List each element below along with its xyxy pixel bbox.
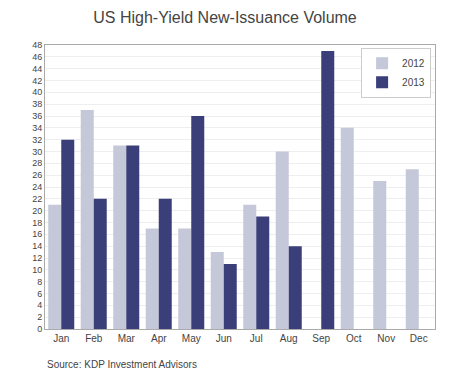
svg-text:Jul: Jul <box>250 333 263 344</box>
svg-text:Aug: Aug <box>280 333 298 344</box>
svg-text:20: 20 <box>32 206 42 216</box>
svg-text:Dec: Dec <box>410 333 428 344</box>
svg-text:Sep: Sep <box>312 333 330 344</box>
svg-text:46: 46 <box>32 52 42 62</box>
svg-text:Feb: Feb <box>85 333 103 344</box>
svg-text:32: 32 <box>32 135 42 145</box>
svg-text:2013: 2013 <box>402 77 425 88</box>
svg-text:Jan: Jan <box>53 333 69 344</box>
svg-text:Oct: Oct <box>346 333 362 344</box>
svg-text:May: May <box>182 333 201 344</box>
svg-text:Source: KDP Investment Advisor: Source: KDP Investment Advisors <box>47 359 197 370</box>
svg-text:16: 16 <box>32 229 42 239</box>
svg-text:Apr: Apr <box>151 333 167 344</box>
svg-text:18: 18 <box>32 218 42 228</box>
svg-text:38: 38 <box>32 99 42 109</box>
svg-text:US High-Yield New-Issuance Vol: US High-Yield New-Issuance Volume <box>93 9 357 26</box>
svg-text:24: 24 <box>32 182 42 192</box>
svg-text:4: 4 <box>37 300 42 310</box>
svg-text:36: 36 <box>32 111 42 121</box>
svg-text:6: 6 <box>37 289 42 299</box>
svg-text:Mar: Mar <box>118 333 136 344</box>
svg-text:22: 22 <box>32 194 42 204</box>
svg-text:12: 12 <box>32 253 42 263</box>
svg-text:44: 44 <box>32 64 42 74</box>
svg-text:8: 8 <box>37 277 42 287</box>
svg-text:2012: 2012 <box>402 58 425 69</box>
svg-text:34: 34 <box>32 123 42 133</box>
svg-text:40: 40 <box>32 87 42 97</box>
svg-text:0: 0 <box>37 324 42 334</box>
svg-text:Jun: Jun <box>216 333 232 344</box>
svg-text:42: 42 <box>32 76 42 86</box>
svg-text:28: 28 <box>32 158 42 168</box>
svg-text:48: 48 <box>32 40 42 50</box>
svg-text:14: 14 <box>32 241 42 251</box>
svg-text:30: 30 <box>32 147 42 157</box>
svg-text:10: 10 <box>32 265 42 275</box>
svg-text:26: 26 <box>32 170 42 180</box>
svg-text:2: 2 <box>37 312 42 322</box>
svg-text:Nov: Nov <box>377 333 395 344</box>
